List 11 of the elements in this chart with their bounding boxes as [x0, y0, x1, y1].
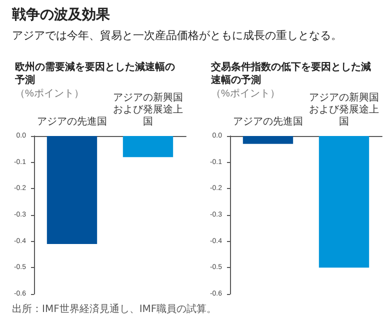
y-axis-title: （%ポイント）	[211, 88, 280, 100]
text: 出所：IMF世界経済見通し、IMF職員の試算。	[12, 302, 217, 316]
x-tick-label: アジアの新興国および発展途上国	[309, 92, 379, 128]
text: 戦争の波及効果	[12, 6, 110, 24]
x-tick-label: アジアの新興国および発展途上国	[113, 92, 183, 128]
text: アジアでは今年、貿易と一次産品価格がともに成長の重しとなる。	[12, 28, 342, 43]
chart-title: 交易条件指数の低下を要因とした減速幅の予測	[210, 61, 371, 86]
x-tick-label: アジアの先進国	[233, 116, 303, 128]
y-axis-title: （%ポイント）	[15, 88, 84, 100]
chart-title: 欧州の需要減を要因とした減速幅の予測	[14, 61, 175, 86]
x-tick-label: アジアの先進国	[37, 116, 107, 128]
